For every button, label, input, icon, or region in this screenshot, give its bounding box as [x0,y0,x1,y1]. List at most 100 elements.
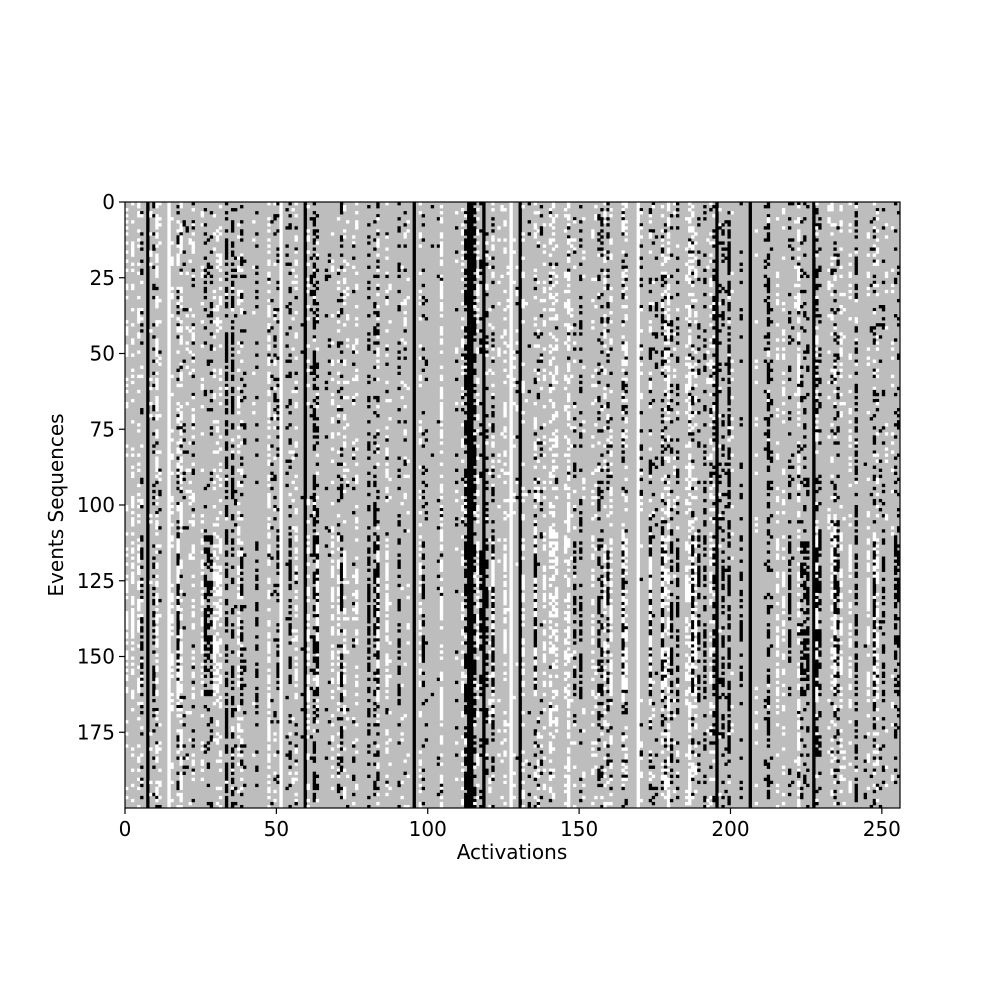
heatmap-cell [549,526,552,529]
heatmap-cell [213,602,216,605]
heatmap-cell [404,463,407,466]
heatmap-cell [231,747,234,750]
heatmap-cell [137,308,140,311]
heatmap-cell [385,302,388,305]
heatmap-cell [137,493,140,496]
heatmap-cell [131,532,134,535]
heatmap-cell [479,341,482,344]
heatmap-cell [549,790,552,793]
heatmap-cell [155,275,158,278]
heatmap-cell [337,269,340,272]
heatmap-cell [473,417,476,420]
heatmap-cell [419,566,422,569]
heatmap-cell [131,611,134,614]
heatmap-cell [440,378,443,381]
heatmap-cell [543,641,546,644]
heatmap-cell [216,305,219,308]
heatmap-cell [152,684,155,687]
heatmap-cell [422,314,425,317]
heatmap-cell [513,378,516,381]
heatmap-cell [352,290,355,293]
heatmap-cell [461,802,464,805]
heatmap-cell [276,229,279,232]
heatmap-cell [310,514,313,517]
heatmap-cell [288,560,291,563]
heatmap-cell [285,426,288,429]
heatmap-cell [461,687,464,690]
heatmap-cell [276,399,279,402]
heatmap-cell [491,499,494,502]
heatmap-cell [419,375,422,378]
heatmap-cell [385,363,388,366]
heatmap-cell [267,275,270,278]
heatmap-cell [455,453,458,456]
heatmap-cell [343,475,346,478]
heatmap-cell [534,444,537,447]
heatmap-cell [237,529,240,532]
heatmap-cell [555,444,558,447]
heatmap-cell [419,302,422,305]
heatmap-cell [376,720,379,723]
heatmap-cell [440,450,443,453]
heatmap-cell [225,211,228,214]
heatmap-cell [397,602,400,605]
heatmap-cell [337,717,340,720]
heatmap-cell [155,402,158,405]
heatmap-cell [440,250,443,253]
heatmap-cell [313,378,316,381]
heatmap-cell [155,781,158,784]
heatmap-cell [231,769,234,772]
heatmap-cell [231,450,234,453]
heatmap-cell [367,641,370,644]
heatmap-cell [534,663,537,666]
heatmap-cell [485,563,488,566]
heatmap-cell [461,257,464,260]
heatmap-cell [552,647,555,650]
heatmap-cell [149,732,152,735]
heatmap-cell [240,635,243,638]
heatmap-cell [440,687,443,690]
heatmap-cell [346,314,349,317]
heatmap-cell [522,781,525,784]
heatmap-cell [210,738,213,741]
heatmap-cell [285,472,288,475]
heatmap-cell [455,650,458,653]
heatmap-cell [192,375,195,378]
heatmap-cell [155,575,158,578]
heatmap-cell [376,675,379,678]
heatmap-cell [131,505,134,508]
heatmap-cell [176,729,179,732]
heatmap-cell [528,344,531,347]
heatmap-cell [276,447,279,450]
heatmap-cell [485,756,488,759]
heatmap-cell [201,302,204,305]
heatmap-cell [192,769,195,772]
heatmap-cell [231,320,234,323]
heatmap-cell [485,344,488,347]
heatmap-cell [419,535,422,538]
heatmap-cell [537,493,540,496]
heatmap-cell [316,653,319,656]
heatmap-cell [316,572,319,575]
heatmap-cell [137,560,140,563]
heatmap-cell [255,296,258,299]
heatmap-cell [313,238,316,241]
heatmap-cell [313,366,316,369]
heatmap-cell [464,363,467,366]
heatmap-cell [231,423,234,426]
heatmap-cell [310,496,313,499]
heatmap-cell [503,450,506,453]
heatmap-cell [276,535,279,538]
heatmap-cell [488,720,491,723]
heatmap-cell [176,620,179,623]
heatmap-cell [440,338,443,341]
heatmap-cell [237,611,240,614]
heatmap-cell [210,302,213,305]
heatmap-cell [373,763,376,766]
heatmap-cell [385,557,388,560]
heatmap-cell [534,278,537,281]
heatmap-cell [500,335,503,338]
heatmap-cell [307,663,310,666]
heatmap-cell [267,544,270,547]
